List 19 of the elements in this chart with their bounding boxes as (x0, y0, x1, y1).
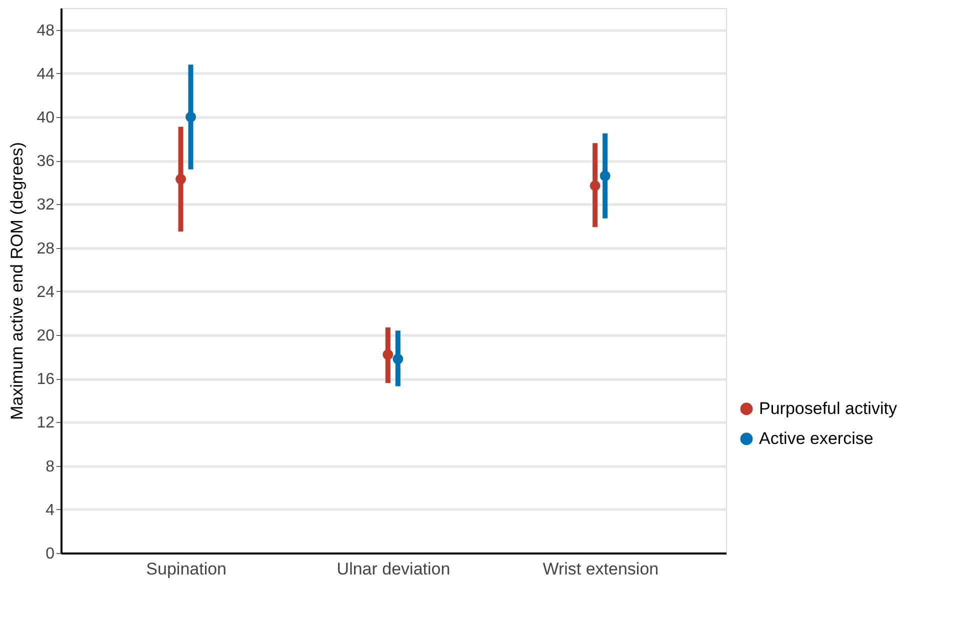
y-tick-label: 48 (36, 22, 55, 40)
y-tick-label: 8 (46, 458, 55, 476)
y-tick-label: 16 (36, 371, 55, 388)
y-tick-label: 12 (36, 414, 55, 432)
legend-label: Purposeful activity (759, 398, 898, 418)
y-tick-label: 36 (36, 153, 55, 170)
x-tick-label: Wrist extension (542, 560, 659, 578)
y-tick-label: 0 (46, 546, 55, 562)
y-tick-label: 20 (36, 328, 55, 344)
legend-label: Active exercise (759, 428, 874, 448)
y-axis-title: Maximum active end ROM (degrees) (8, 142, 27, 420)
x-tick-label: Supination (146, 560, 227, 578)
x-tick-label: Ulnar deviation (336, 560, 450, 578)
y-tick-label: 32 (36, 196, 55, 214)
y-tick-label: 44 (36, 66, 55, 83)
y-tick-label: 24 (36, 284, 55, 301)
y-tick-label: 28 (36, 240, 55, 258)
y-tick-label: 4 (46, 502, 55, 519)
y-tick-label: 40 (36, 110, 55, 126)
